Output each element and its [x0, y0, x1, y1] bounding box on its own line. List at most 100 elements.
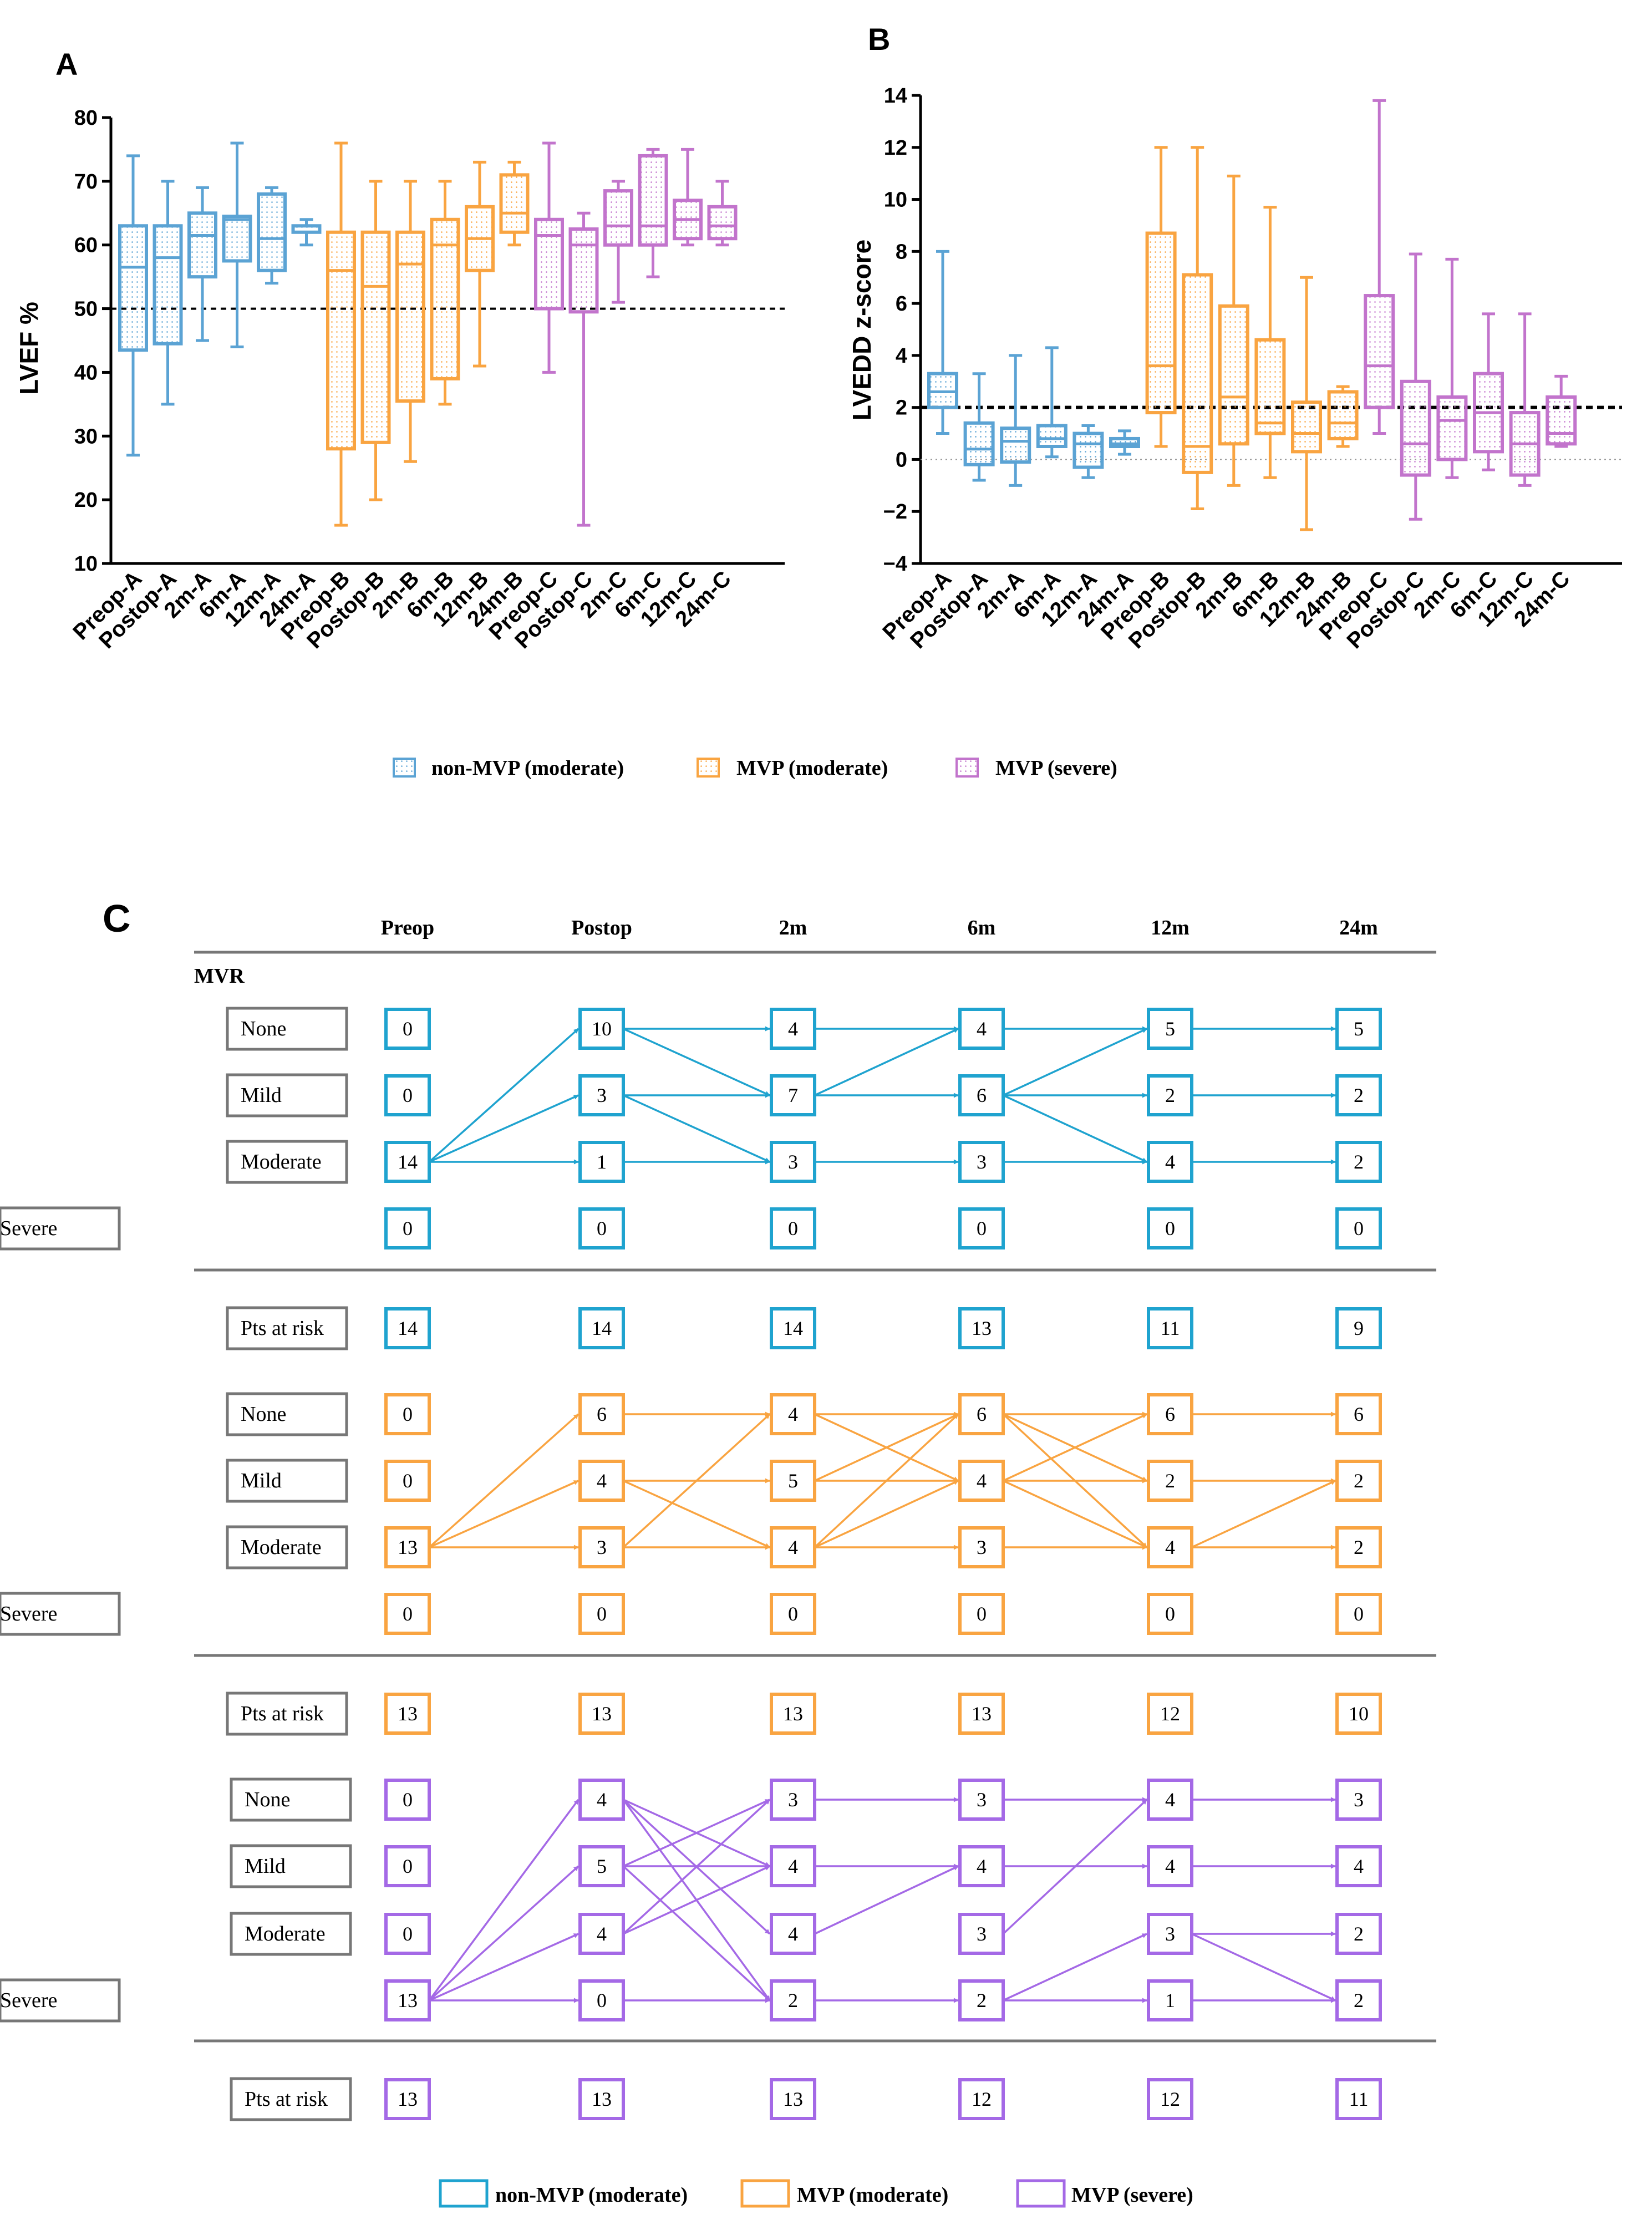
flow-count-value: 0 [403, 1789, 413, 1811]
box-iqr [1364, 294, 1395, 409]
flow-count-value: 2 [1354, 1536, 1364, 1558]
flow-count-box [578, 1593, 625, 1635]
flow-count-value: 0 [788, 1217, 798, 1240]
flow-count-box [1335, 1979, 1382, 2021]
box-plot [638, 148, 668, 278]
flow-count-value: 4 [788, 1403, 798, 1425]
flow-at-risk-value: 13 [592, 1703, 612, 1725]
flow-count-box [1335, 1393, 1382, 1435]
flow-transition-arrow [814, 1028, 959, 1096]
flow-transition-arrow [814, 1413, 959, 1548]
flow-count-box [1335, 1074, 1382, 1116]
flow-at-risk-value: 12 [1160, 2088, 1180, 2110]
box-iqr [257, 192, 287, 272]
flow-count-box [1335, 1845, 1382, 1887]
flow-transition-arrow [622, 1865, 771, 2002]
box-plot [1400, 252, 1431, 521]
flow-state-label-box [230, 1844, 352, 1888]
flow-at-risk-value: 9 [1354, 1317, 1364, 1339]
box-plot [1291, 276, 1322, 531]
box-plot [360, 180, 391, 501]
box-iqr [395, 230, 425, 403]
box-iqr [1182, 273, 1213, 474]
flow-count-value: 3 [597, 1084, 607, 1106]
flow-count-value: 13 [398, 1536, 418, 1558]
flow-state-label-box [226, 1692, 348, 1736]
flow-transition-arrow [428, 1799, 580, 2002]
flow-count-value: 0 [1354, 1217, 1364, 1240]
flow-transition-arrow [1003, 1480, 1147, 1548]
legend-top: non-MVP (moderate) MVP (moderate) MVP (s… [393, 756, 1117, 780]
flow-count-value: 0 [403, 1855, 413, 1877]
flow-count-box [1335, 1779, 1382, 1821]
chart-b-ytick-label: 4 [896, 344, 907, 368]
chart-a-ytick-label: 60 [74, 234, 98, 257]
flow-count-value: 2 [1165, 1470, 1175, 1492]
flow-transition-arrow [428, 1028, 580, 1163]
flow-state-label-box [0, 1206, 121, 1251]
flow-count-box [384, 1845, 431, 1887]
flow-count-box [958, 1393, 1005, 1435]
flow-count-value: 4 [977, 1855, 987, 1877]
flow-count-value: 4 [977, 1470, 987, 1492]
legend-bottom: non-MVP (moderate) MVP (moderate) MVP (s… [439, 2179, 1193, 2208]
flow-at-risk-value: 13 [592, 2088, 612, 2110]
chart-c: MVR Preop Postop 2m 6m 12m 24m None Mild Moderat… [0, 916, 1436, 2121]
flow-at-risk-value: 13 [972, 1317, 992, 1339]
flow-count-value: 6 [977, 1403, 987, 1425]
legend-bottom-label-b: MVP (moderate) [797, 2183, 948, 2207]
flow-count-value: 4 [1354, 1855, 1364, 1877]
box-iqr [603, 189, 633, 247]
flow-count-value: 4 [1165, 1789, 1175, 1811]
chart-b-ytick-label: 10 [884, 189, 907, 212]
flow-count-box [578, 1207, 625, 1249]
box-iqr [638, 154, 668, 247]
flow-count-box [958, 1526, 1005, 1568]
flow-at-risk-value: 11 [1349, 2088, 1369, 2110]
flow-count-box [770, 1460, 816, 1502]
flow-count-value: 4 [1165, 1151, 1175, 1173]
chart-a-ytick-label: 50 [74, 298, 98, 321]
legend-bottom-label-a: non-MVP (moderate) [495, 2183, 688, 2207]
flow-count-value: 7 [788, 1084, 798, 1106]
chart-b-ytick-label: 8 [896, 240, 907, 263]
flow-count-box [770, 1526, 816, 1568]
legend-top-swatch-b [697, 758, 720, 778]
flow-transition-arrow [622, 1413, 771, 1548]
flow-count-value: 4 [788, 1923, 798, 1945]
flow-count-value: 3 [977, 1789, 987, 1811]
flow-count-value: 3 [977, 1151, 987, 1173]
flow-count-box [770, 1141, 816, 1183]
chart-b-ytick-label: 2 [896, 397, 907, 420]
box-iqr [707, 205, 738, 241]
flow-state-label: Pts at risk [241, 1317, 324, 1340]
legend-bottom-swatch-a [439, 2179, 489, 2208]
chart-b-ytick-label: 12 [884, 136, 907, 160]
flow-at-risk-value: 13 [783, 1703, 803, 1725]
legend-top-label-c: MVP (severe) [995, 756, 1117, 780]
flow-at-risk-box [384, 1693, 431, 1735]
flow-count-box [958, 1913, 1005, 1955]
flow-at-risk-box [1335, 1307, 1382, 1349]
flow-column-header: 2m [779, 916, 807, 939]
flow-state-label-box [226, 1007, 348, 1051]
flow-state-label-box [230, 2077, 352, 2121]
box-plot [291, 218, 322, 247]
legend-top-swatch-a [393, 758, 416, 778]
box-plot [568, 211, 599, 527]
flow-state-label: Mild [245, 1855, 286, 1878]
flow-count-box [770, 1393, 816, 1435]
flow-count-box [384, 1593, 431, 1635]
flow-count-value: 4 [597, 1789, 607, 1811]
flow-state-label: Severe [0, 1217, 57, 1240]
flow-state-label-box [226, 1525, 348, 1569]
flow-count-box [770, 1207, 816, 1249]
box-plot [430, 180, 460, 406]
box-iqr [153, 224, 183, 346]
box-iqr [1036, 424, 1068, 449]
flow-at-risk-box [384, 1307, 431, 1349]
panel-b-letter: B [868, 22, 890, 57]
box-plot [1109, 429, 1140, 456]
flow-count-box [578, 1008, 625, 1050]
flow-count-box [384, 1141, 431, 1183]
